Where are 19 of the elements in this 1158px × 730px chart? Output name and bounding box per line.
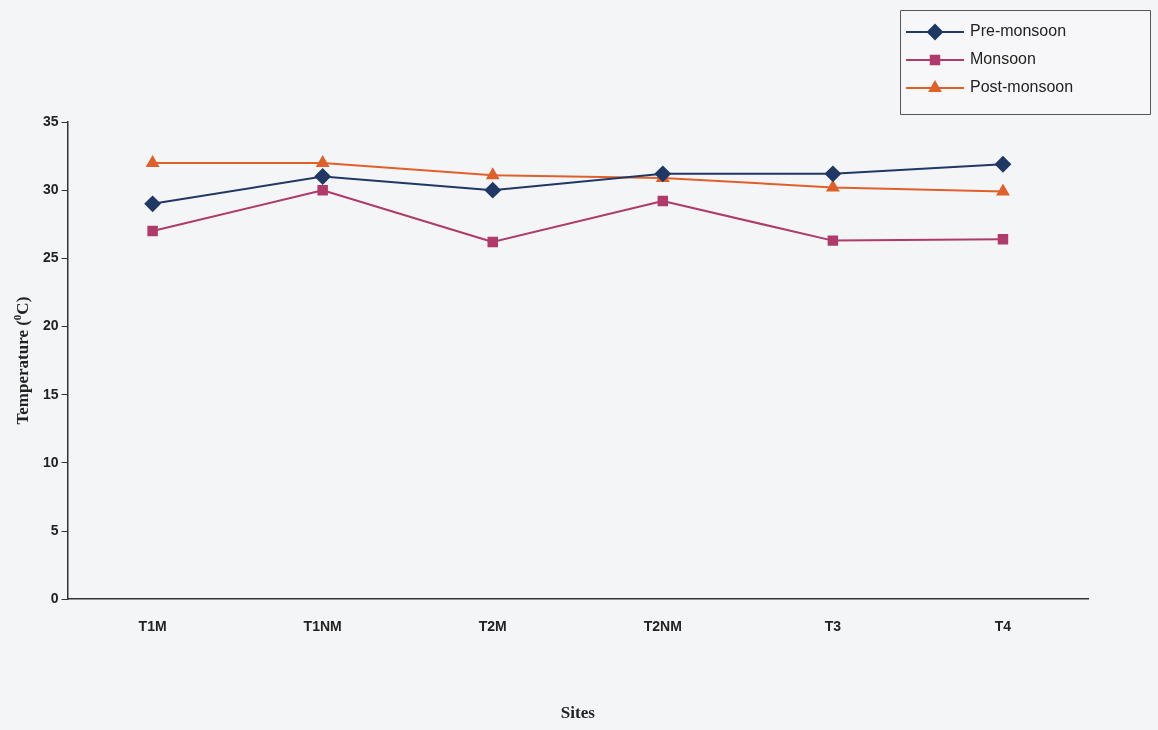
y-tick-label: 35: [42, 112, 59, 129]
y-tick-label: 15: [42, 385, 59, 402]
x-tick-label: T1M: [138, 618, 167, 635]
legend-label: Monsoon: [970, 50, 1036, 68]
x-tick-label: T3: [824, 618, 842, 635]
y-tick-label: 10: [42, 453, 59, 470]
x-tick-label: T1NM: [303, 618, 342, 635]
y-tick-label: 5: [50, 521, 59, 538]
y-tick-label: 0: [50, 590, 59, 607]
legend-label: Post-monsoon: [970, 78, 1074, 96]
y-tick-label: 30: [42, 181, 59, 198]
y-axis-title: Temperature (0C): [10, 296, 33, 425]
x-tick-label: T2NM: [643, 618, 682, 635]
y-tick-label: 25: [42, 249, 59, 266]
y-tick-label: 20: [42, 317, 59, 334]
legend-label: Pre-monsoon: [970, 22, 1067, 40]
x-tick-label: T2M: [478, 618, 507, 635]
x-axis-title: Sites: [560, 703, 596, 723]
x-tick-label: T4: [994, 618, 1012, 635]
